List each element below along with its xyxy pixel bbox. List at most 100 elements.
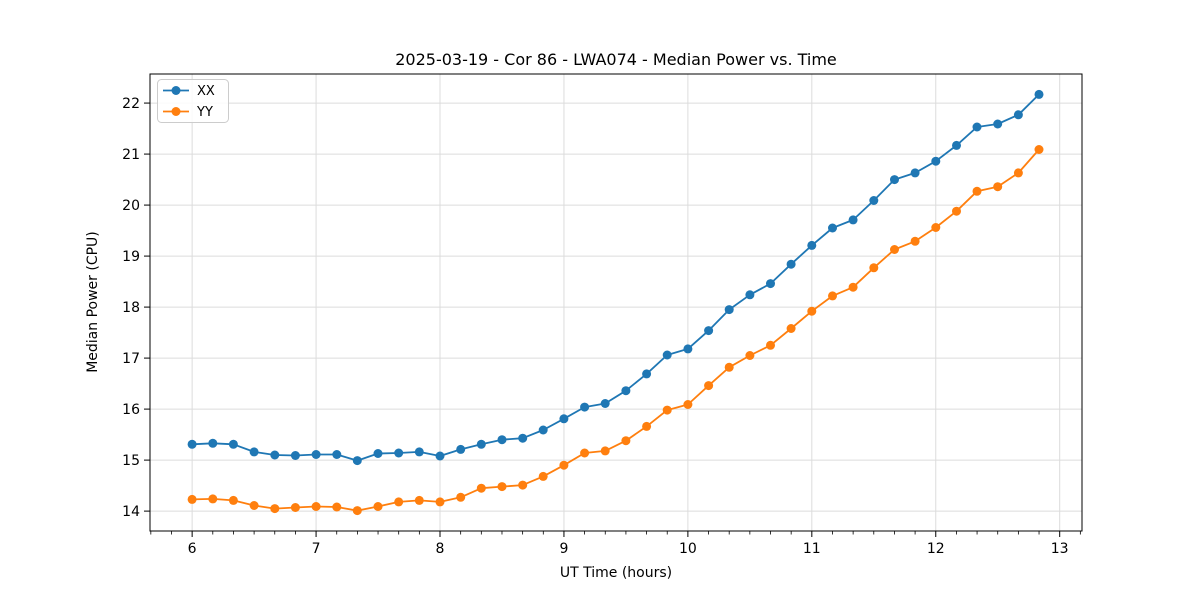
data-point [332,502,342,512]
data-point [642,421,652,431]
legend-label-yy: YY [196,105,213,120]
data-point [311,450,321,459]
data-point [208,494,218,504]
x-tick-label: 13 [1051,541,1069,557]
data-series [187,89,1044,516]
data-point [745,351,755,360]
data-point [972,122,982,132]
data-point [208,438,218,448]
data-point [394,448,404,458]
legend-marker-xx [171,86,181,95]
data-point [724,362,734,372]
data-point [476,439,486,449]
plot-border [149,73,1083,532]
x-tick-label: 9 [559,541,568,557]
data-point [435,497,445,507]
data-point [538,471,548,481]
data-point [352,456,362,466]
data-point [683,400,693,409]
x-tick-label: 6 [188,541,197,557]
data-point [352,506,362,516]
y-tick-label: 17 [122,351,140,367]
data-point [332,450,342,459]
x-tick-label: 11 [803,541,821,557]
data-point [373,449,383,458]
y-tick-label: 15 [122,453,140,469]
data-point [228,439,238,449]
data-point [1013,168,1023,178]
data-point [249,501,259,510]
data-point [704,326,714,336]
data-point [786,324,796,333]
y-tick-label: 14 [122,504,140,520]
x-tick-label: 12 [927,541,945,557]
data-point [228,495,238,505]
y-axis-label: Median Power (CPU) [85,231,101,373]
data-point [580,402,590,412]
data-point [683,344,693,354]
data-point [518,480,528,490]
data-point [931,223,941,232]
y-tick-label: 19 [122,249,140,265]
data-point [559,414,569,424]
data-point [600,446,610,456]
data-point [580,448,590,458]
data-point [786,259,796,269]
data-point [476,483,486,493]
data-point [910,168,920,178]
y-tick-label: 22 [122,96,140,112]
data-point [1034,145,1044,154]
data-point [807,306,817,316]
data-point [497,482,507,492]
data-point [373,502,383,511]
axis-ticks [144,102,1081,537]
data-point [621,386,631,396]
data-point [270,450,280,460]
data-point [662,350,672,360]
data-point [890,175,899,185]
x-axis-label: UT Time (hours) [560,565,672,581]
data-point [187,439,197,449]
data-point [497,435,507,445]
data-point [952,140,961,150]
data-point [518,433,528,443]
data-point [807,240,817,250]
data-point [559,460,569,470]
legend-item-yy: YY [163,105,213,120]
series-line-xx [192,93,1040,462]
data-point [869,263,879,273]
data-point [642,369,652,379]
data-point [724,305,734,315]
data-point [1034,89,1044,99]
x-tick-label: 7 [312,541,321,557]
data-point [993,119,1003,129]
data-point [1013,110,1023,120]
data-point [290,451,300,460]
data-point [848,215,858,225]
data-point [600,399,610,408]
data-point [890,245,899,254]
data-point [456,492,466,502]
data-point [993,182,1003,192]
data-point [972,186,982,196]
data-point [311,502,321,511]
chart-title: 2025-03-19 - Cor 86 - LWA074 - Median Po… [395,50,837,69]
legend-item-xx: XX [163,84,215,99]
series-xx [187,89,1044,466]
x-tick-label: 8 [436,541,445,557]
data-point [621,436,631,446]
data-point [290,503,300,512]
data-point [931,156,941,166]
legend: XX YY [157,79,229,123]
data-point [249,447,259,457]
data-point [662,405,672,415]
data-point [869,196,879,205]
legend-label-xx: XX [197,84,215,99]
data-point [435,451,445,461]
y-tick-label: 18 [122,300,140,316]
series-yy [187,145,1044,516]
data-point [828,223,837,233]
data-point [766,340,775,350]
